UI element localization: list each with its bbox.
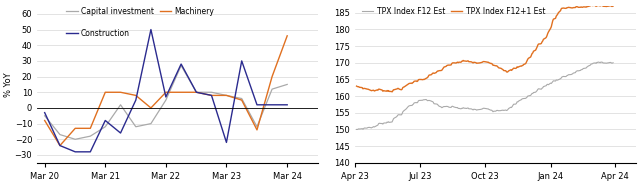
Line: Capital investment: Capital investment	[45, 66, 287, 139]
Legend: Construction: Construction	[63, 26, 133, 41]
Line: TPX Index F12+1 Est: TPX Index F12+1 Est	[356, 5, 613, 92]
Y-axis label: % YoY: % YoY	[4, 72, 13, 97]
Line: Construction: Construction	[45, 30, 287, 152]
Line: Machinery: Machinery	[45, 36, 287, 146]
Legend: TPX Index F12 Est, TPX Index F12+1 Est: TPX Index F12 Est, TPX Index F12+1 Est	[359, 4, 548, 19]
Line: TPX Index F12 Est: TPX Index F12 Est	[356, 62, 613, 130]
